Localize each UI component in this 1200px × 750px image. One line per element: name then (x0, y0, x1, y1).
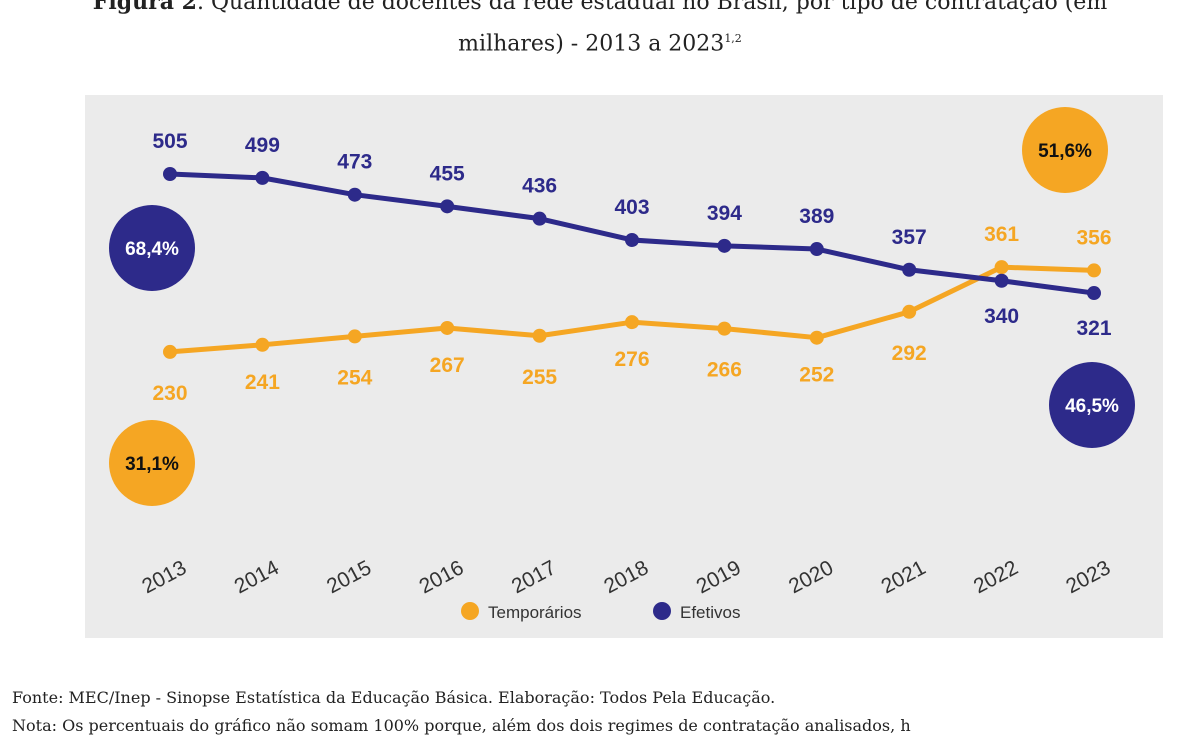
data-label-temporrios: 292 (892, 342, 927, 365)
data-label-temporrios: 255 (522, 366, 557, 389)
share-badge-label: 46,5% (1065, 396, 1119, 417)
share-badge (1049, 362, 1135, 448)
data-point-efetivos (255, 170, 270, 185)
legend-marker (461, 602, 479, 620)
legend-label: Temporários (488, 603, 582, 622)
data-point-temporrios (163, 344, 177, 359)
title-text: . Quantidade de docentes da rede estadua… (196, 0, 1108, 15)
data-point-efetivos (809, 242, 824, 257)
data-label-temporrios: 266 (707, 359, 742, 382)
data-label-efetivos: 340 (984, 305, 1019, 328)
data-label-efetivos: 403 (614, 196, 649, 219)
share-badge-label: 68,4% (125, 239, 179, 260)
data-point-temporrios (902, 304, 917, 319)
figure-label: Figura 2 (92, 0, 197, 15)
data-point-efetivos (440, 199, 455, 214)
data-label-temporrios: 254 (337, 366, 372, 389)
data-label-temporrios: 361 (984, 223, 1019, 246)
share-badge (109, 420, 195, 506)
legend-label: Efetivos (680, 603, 740, 622)
data-label-efetivos: 321 (1076, 317, 1111, 340)
data-label-temporrios: 356 (1076, 226, 1111, 249)
share-badge-label: 31,1% (125, 454, 179, 475)
data-point-temporrios (717, 321, 732, 336)
data-point-efetivos (163, 167, 177, 181)
data-label-temporrios: 267 (430, 354, 465, 377)
source-note: Fonte: MEC/Inep - Sinopse Estatística da… (12, 688, 776, 707)
data-label-temporrios: 230 (152, 382, 187, 405)
data-point-temporrios (532, 328, 547, 343)
data-label-efetivos: 394 (707, 202, 742, 225)
data-label-efetivos: 473 (337, 151, 372, 174)
data-point-efetivos (717, 238, 732, 253)
data-point-temporrios (809, 330, 824, 345)
data-point-efetivos (532, 211, 547, 226)
data-label-efetivos: 357 (892, 226, 927, 249)
legend-marker (653, 602, 671, 620)
data-label-temporrios: 252 (799, 364, 834, 387)
data-label-efetivos: 499 (245, 134, 280, 157)
chart-title-line1: Figura 2. Quantidade de docentes da rede… (0, 0, 1200, 19)
data-point-efetivos (625, 232, 639, 247)
data-label-temporrios: 241 (245, 371, 280, 394)
data-label-temporrios: 276 (614, 348, 649, 371)
data-point-temporrios (440, 320, 455, 335)
data-point-efetivos (902, 262, 917, 277)
data-point-temporrios (994, 260, 1009, 275)
title-text-2: milhares) - 2013 a 2023 (458, 31, 725, 57)
data-point-temporrios (347, 329, 362, 344)
footnote: Nota: Os percentuais do gráfico não soma… (12, 716, 911, 735)
data-point-temporrios (255, 337, 270, 352)
share-badge (109, 205, 195, 291)
data-point-efetivos (994, 273, 1009, 288)
data-label-efetivos: 455 (430, 162, 465, 185)
footnote-marker: 1,2 (724, 32, 742, 45)
data-point-efetivos (1087, 286, 1101, 301)
data-point-efetivos (347, 187, 362, 202)
chart-background (85, 95, 1163, 638)
data-point-temporrios (625, 315, 639, 330)
data-point-temporrios (1087, 263, 1101, 278)
share-badge (1022, 107, 1108, 193)
data-label-efetivos: 389 (799, 205, 834, 228)
data-label-efetivos: 505 (152, 130, 187, 153)
chart-title-line2: milhares) - 2013 a 20231,2 (0, 22, 1200, 60)
share-badge-label: 51,6% (1038, 141, 1092, 162)
data-label-efetivos: 436 (522, 175, 557, 198)
